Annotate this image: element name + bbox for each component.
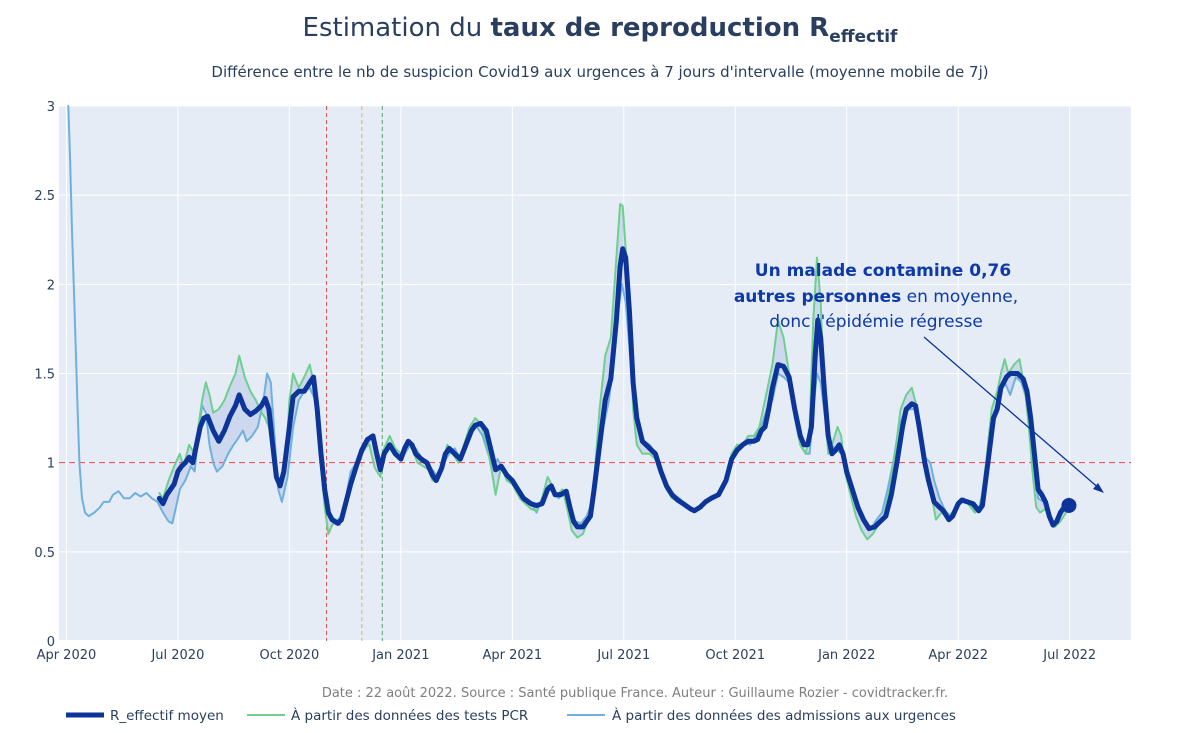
x-tick-label: Apr 2020 [37,648,97,663]
y-tick-label: 0 [47,635,55,650]
legend-item-mean[interactable]: R_effectif moyen [66,708,224,724]
x-tick-label: Jan 2022 [817,648,875,663]
x-tick-label: Jan 2021 [371,648,429,663]
annotation: Un malade contamine 0,76 autres personne… [734,261,1104,493]
y-tick-label: 3 [47,100,55,115]
x-tick-label: Oct 2021 [705,648,765,663]
annotation-line2: autres personnes en moyenne, [734,287,1018,307]
x-tick-label: Apr 2021 [482,648,542,663]
legend: R_effectif moyen À partir des données de… [66,707,956,724]
x-tick-label: Jul 2020 [150,648,204,663]
chart-subtitle: Différence entre le nb de suspicion Covi… [211,63,988,81]
annotation-line1: Un malade contamine 0,76 [755,261,1011,281]
legend-item-pcr[interactable]: À partir des données des tests PCR [247,707,528,724]
source-note: Date : 22 août 2022. Source : Santé publ… [322,686,948,701]
last-point-marker [1061,497,1077,513]
title-bold: taux de reproduction R [491,13,830,43]
last-point-group [1061,497,1077,513]
event-lines [326,106,383,641]
x-axis: Apr 2020 Jul 2020 Oct 2020 Jan 2021 Apr 2021… [37,648,1097,663]
chart-title: Estimation du taux de reproduction Reffe… [303,13,899,47]
y-tick-label: 2 [47,278,55,293]
annotation-arrow-head [1093,483,1104,493]
title-prefix: Estimation du [303,13,491,43]
y-tick-label: 1.5 [34,368,55,383]
annotation-arrow-line [923,336,1102,491]
x-tick-label: Oct 2020 [260,648,320,663]
annotation-line3: donc l'épidémie régresse [769,312,983,332]
y-tick-label: 1 [47,457,55,472]
series-line-mean [156,246,1072,532]
legend-label-urgences: À partir des données des admissions aux … [612,707,956,724]
x-tick-label: Jul 2022 [1042,648,1096,663]
x-tick-label: Apr 2022 [928,648,988,663]
x-tick-label: Jul 2021 [596,648,650,663]
legend-label-pcr: À partir des données des tests PCR [291,707,528,724]
y-axis: 0 0.5 1 1.5 2 2.5 3 [34,100,55,650]
y-tick-label: 2.5 [34,189,55,204]
annotation-line2-bold: autres personnes [734,287,901,307]
legend-item-urgences[interactable]: À partir des données des admissions aux … [567,707,956,724]
annotation-line2-rest: en moyenne, [901,287,1018,307]
title-subscript: effectif [829,27,898,47]
y-tick-label: 0.5 [34,546,55,561]
legend-label-mean: R_effectif moyen [110,708,224,724]
series-lines [67,105,1072,541]
